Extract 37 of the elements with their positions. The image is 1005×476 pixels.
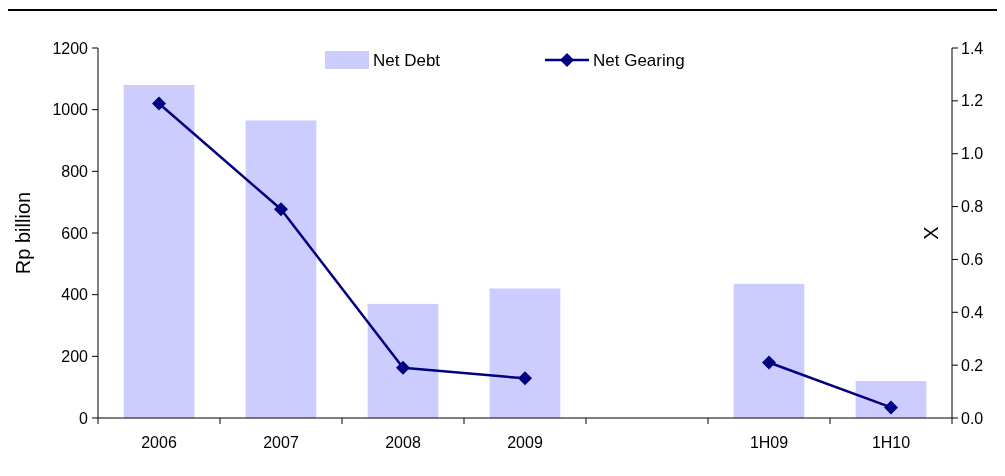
- y-tick-label: 1200: [52, 39, 89, 57]
- x-tick-label: 1H09: [749, 434, 789, 451]
- y-tick-label: 1000: [52, 101, 89, 119]
- y2-tick-label: 0.6: [961, 251, 984, 269]
- legend-label: Net Debt: [373, 50, 441, 70]
- y2-tick-label: 0.2: [961, 356, 984, 374]
- y-tick-label: 400: [61, 286, 89, 304]
- point: [274, 202, 288, 217]
- bar: [245, 120, 317, 418]
- bar: [489, 288, 561, 418]
- bar: [733, 283, 805, 418]
- x-tick-label: 2007: [263, 434, 299, 451]
- y-tick-label: 200: [61, 347, 89, 365]
- bar: [123, 85, 195, 418]
- point: [396, 360, 410, 375]
- x-tick-label: 2009: [507, 434, 543, 451]
- bar: [855, 381, 927, 418]
- legend-label: Net Gearing: [593, 50, 685, 70]
- y2-tick-label: 1.4: [961, 39, 984, 57]
- x-tick-label: 1H10: [871, 434, 911, 451]
- point: [518, 371, 532, 386]
- point: [762, 355, 776, 370]
- y-tick-label: 600: [61, 224, 89, 242]
- y-tick-label: 0: [79, 409, 89, 427]
- x-tick-label: 2008: [385, 434, 421, 451]
- y2-tick-label: 0.0: [961, 409, 984, 427]
- y2-tick-label: 0.4: [961, 303, 984, 321]
- y2-tick-label: 1.2: [961, 92, 984, 110]
- y-tick-label: 800: [61, 162, 89, 180]
- y2-tick-label: 1.0: [961, 145, 984, 163]
- x-tick-label: 2006: [141, 434, 177, 451]
- y2-axis-title: X: [920, 226, 942, 240]
- y2-tick-label: 0.8: [961, 198, 984, 216]
- point: [152, 96, 166, 111]
- y-axis-title: Rp billion: [12, 191, 34, 275]
- point: [884, 400, 898, 415]
- bar: [367, 303, 439, 418]
